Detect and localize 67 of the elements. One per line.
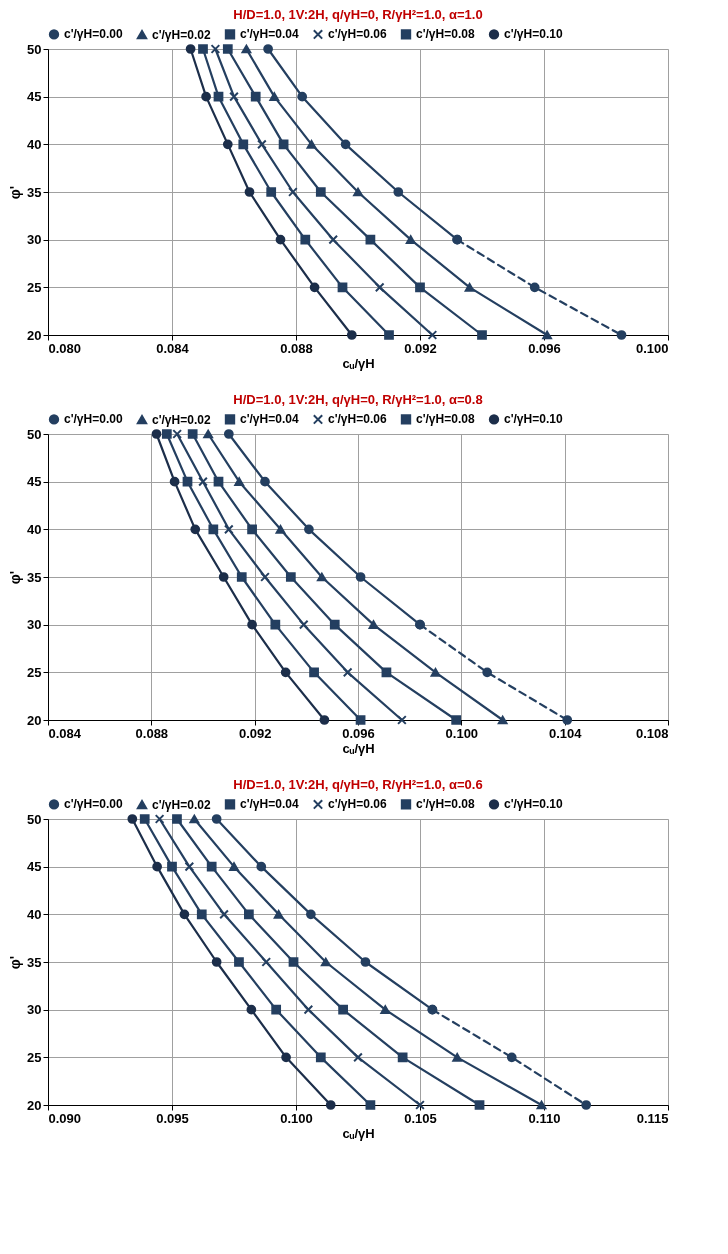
y-tick-label: 25 xyxy=(27,279,42,295)
x-tick-label: 0.104 xyxy=(548,725,583,741)
legend-label: c'/γH=0.02 xyxy=(152,27,211,42)
legend-label: c'/γH=0.10 xyxy=(504,412,563,427)
x-tick-label: 0.092 xyxy=(238,725,272,741)
legend-label: c'/γH=0.08 xyxy=(416,27,475,42)
legend-label: c'/γH=0.04 xyxy=(240,797,299,812)
y-tick-label: 40 xyxy=(27,521,42,537)
legend-label: c'/γH=0.08 xyxy=(416,797,475,812)
x-tick-label: 0.096 xyxy=(342,725,375,741)
y-tick-label: 50 xyxy=(27,426,42,442)
legend-label: c'/γH=0.02 xyxy=(152,412,211,427)
x-axis-title: cᵤ/γH xyxy=(342,1125,375,1141)
y-tick-label: 35 xyxy=(27,569,42,585)
x-tick-label: 0.100 xyxy=(445,725,479,741)
y-axis-title: φ' xyxy=(7,955,24,970)
legend-label: c'/γH=0.04 xyxy=(240,27,299,42)
x-tick-label: 0.092 xyxy=(404,340,437,356)
y-tick-label: 35 xyxy=(27,954,42,970)
legend-label: c'/γH=0.06 xyxy=(328,412,387,427)
legend-label: c'/γH=0.00 xyxy=(64,27,123,42)
x-tick-label: 0.108 xyxy=(635,725,669,741)
legend-label: c'/γH=0.00 xyxy=(64,797,123,812)
x-tick-label: 0.096 xyxy=(528,340,561,356)
x-tick-label: 0.105 xyxy=(404,1110,437,1126)
legend-label: c'/γH=0.08 xyxy=(416,412,475,427)
x-axis-title: cᵤ/γH xyxy=(342,355,375,371)
x-tick-label: 0.115 xyxy=(636,1110,669,1126)
y-tick-label: 45 xyxy=(27,859,42,875)
x-tick-label: 0.110 xyxy=(528,1110,561,1126)
x-tick-label: 0.100 xyxy=(635,340,669,356)
chart-title: H/D=1.0, 1V:2H, q/γH=0, R/γH²=1.0, α=1.0 xyxy=(233,7,483,22)
y-tick-label: 40 xyxy=(27,906,42,922)
chart-title: H/D=1.0, 1V:2H, q/γH=0, R/γH²=1.0, α=0.8 xyxy=(233,392,483,407)
x-tick-label: 0.090 xyxy=(48,1110,82,1126)
y-tick-label: 20 xyxy=(27,327,42,343)
legend-label: c'/γH=0.10 xyxy=(504,27,563,42)
legend-label: c'/γH=0.06 xyxy=(328,797,387,812)
y-tick-label: 40 xyxy=(27,136,42,152)
x-tick-label: 0.088 xyxy=(135,725,169,741)
y-tick-label: 25 xyxy=(27,664,42,680)
x-axis-title: cᵤ/γH xyxy=(342,740,375,756)
x-tick-label: 0.084 xyxy=(156,340,190,356)
y-tick-label: 35 xyxy=(27,184,42,200)
y-tick-label: 20 xyxy=(27,712,42,728)
y-tick-label: 30 xyxy=(27,232,42,248)
x-tick-label: 0.084 xyxy=(48,725,82,741)
x-tick-label: 0.088 xyxy=(280,340,313,356)
chart-title: H/D=1.0, 1V:2H, q/γH=0, R/γH²=1.0, α=0.6 xyxy=(233,777,483,792)
y-axis-title: φ' xyxy=(7,570,24,585)
y-tick-label: 45 xyxy=(27,89,42,105)
y-tick-label: 25 xyxy=(27,1049,42,1065)
x-tick-label: 0.095 xyxy=(156,1110,189,1126)
legend-label: c'/γH=0.04 xyxy=(240,412,299,427)
y-tick-label: 45 xyxy=(27,474,42,490)
y-tick-label: 50 xyxy=(27,41,42,57)
x-tick-label: 0.080 xyxy=(48,340,82,356)
x-tick-label: 0.100 xyxy=(280,1110,313,1126)
legend-label: c'/γH=0.02 xyxy=(152,797,211,812)
y-tick-label: 20 xyxy=(27,1097,42,1113)
legend-label: c'/γH=0.00 xyxy=(64,412,123,427)
y-tick-label: 30 xyxy=(27,1002,42,1018)
legend-label: c'/γH=0.06 xyxy=(328,27,387,42)
y-tick-label: 50 xyxy=(27,811,42,827)
y-axis-title: φ' xyxy=(7,185,24,200)
legend-label: c'/γH=0.10 xyxy=(504,797,563,812)
y-tick-label: 30 xyxy=(27,617,42,633)
